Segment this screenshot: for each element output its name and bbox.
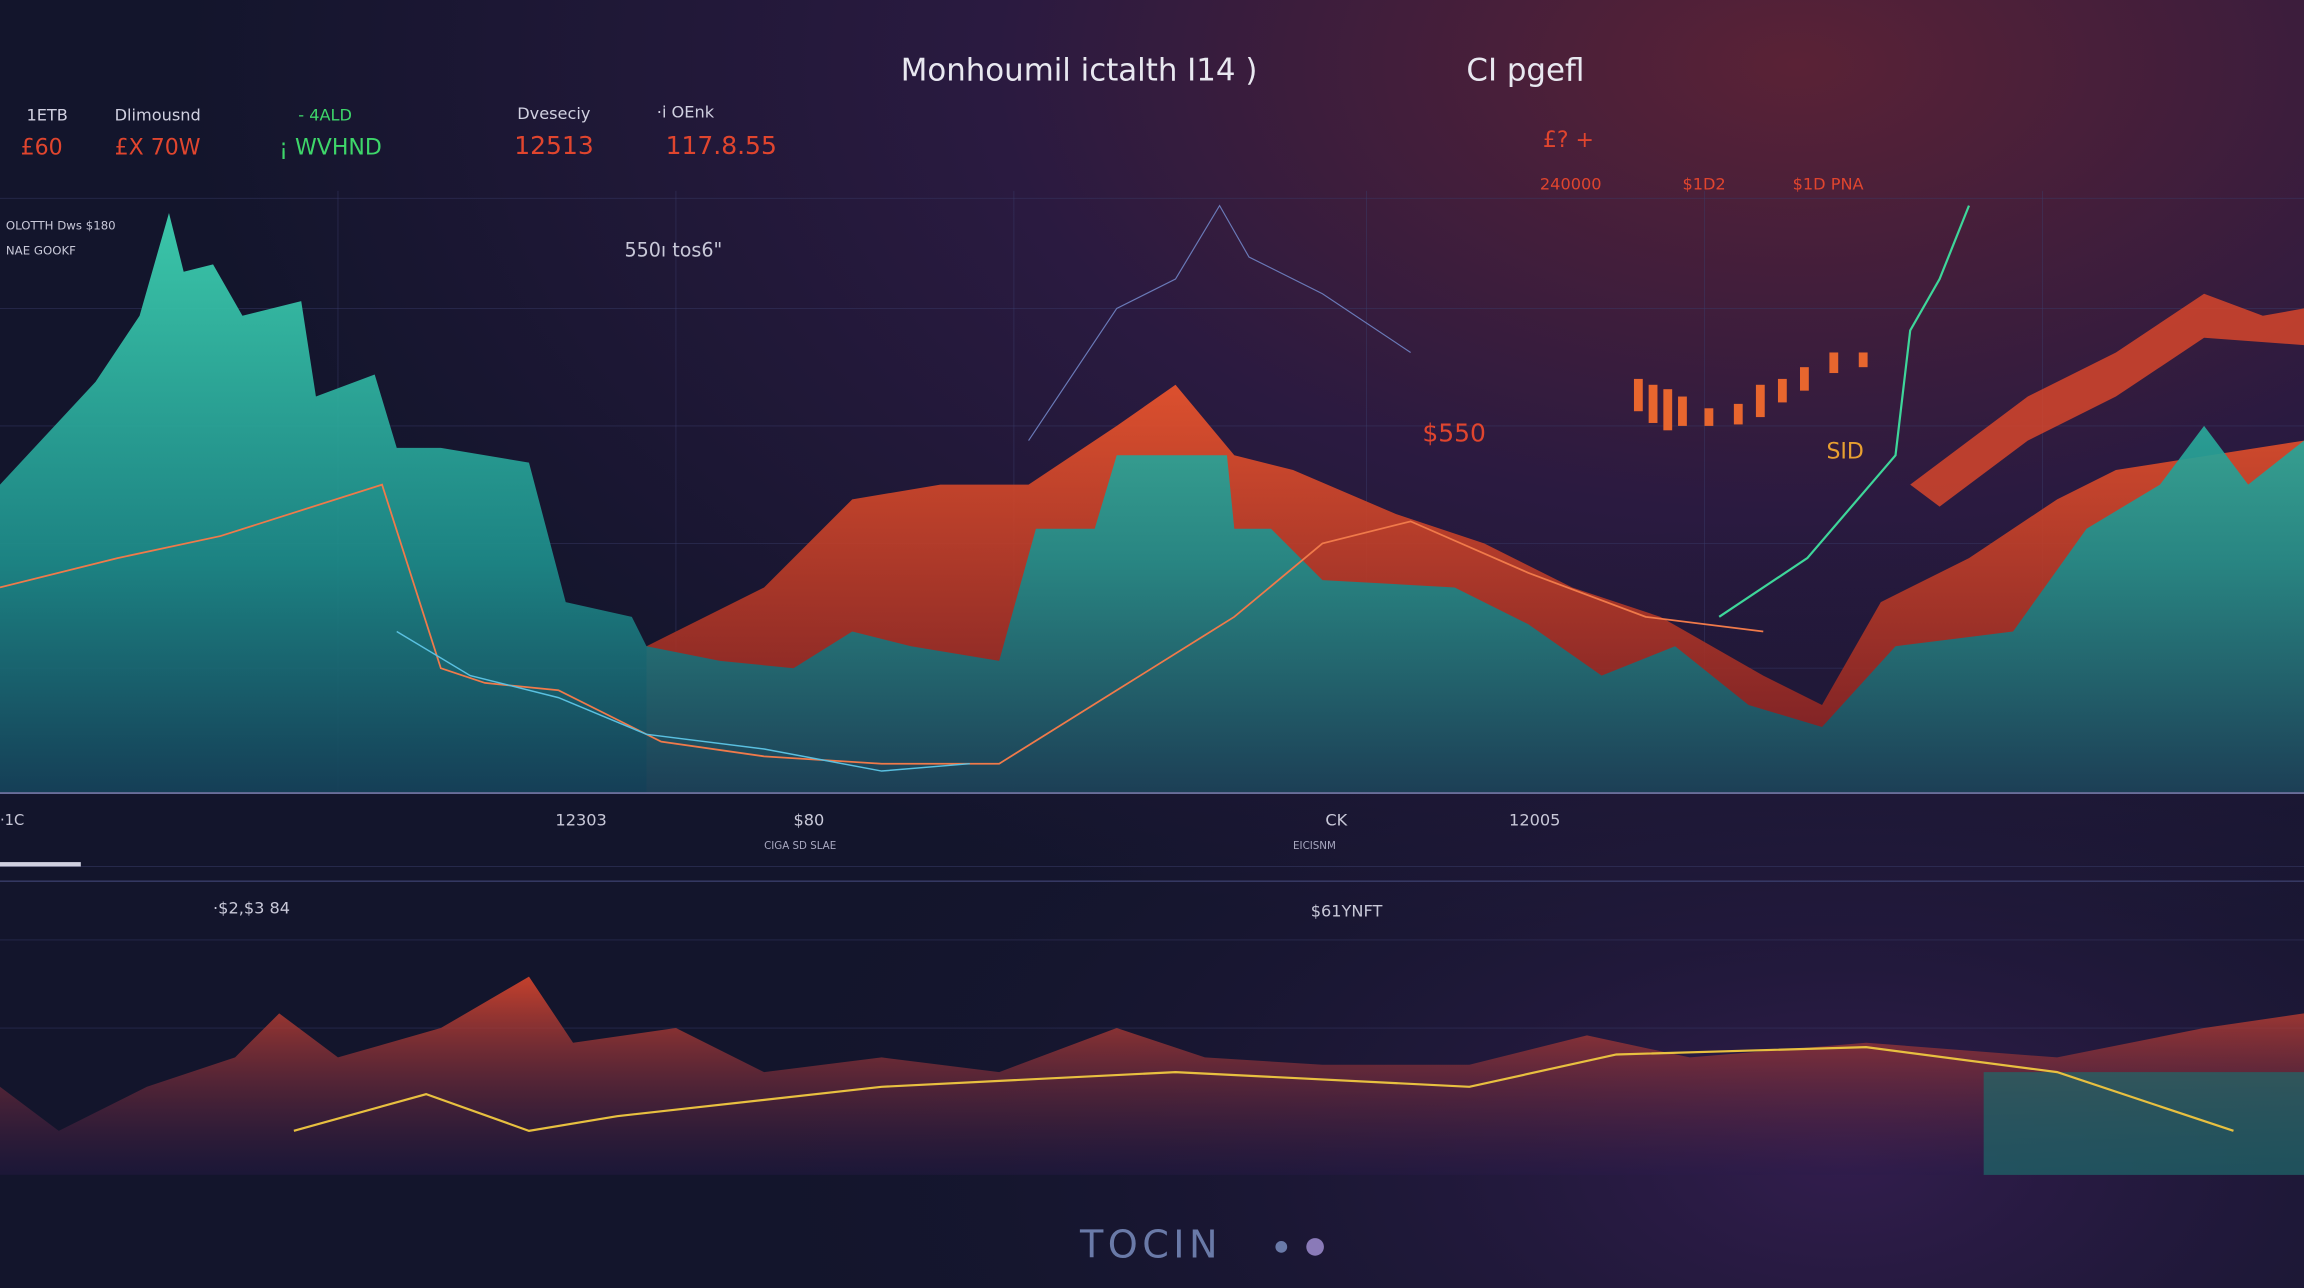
right-top: £? + [1543, 128, 1594, 153]
thin-line [1028, 204, 1411, 441]
ticker-label: - 4ALD [298, 106, 352, 125]
chart-note: 550ı tos6" [624, 239, 722, 262]
red-band [1910, 293, 2304, 507]
ticker-label: 1ETB [26, 106, 67, 125]
ticker-value: 117.8.55 [666, 131, 777, 160]
lower-label: $61YNFT [1311, 902, 1383, 921]
lower-teal [1983, 1072, 2304, 1175]
strip-label: 12005 [1509, 810, 1560, 829]
candles [1633, 352, 1868, 431]
ticker-value: £X 70W [115, 135, 201, 160]
footer-icon [1306, 1238, 1324, 1256]
progress-bar [0, 862, 81, 867]
subtitle: CI pgefl [1466, 52, 1584, 88]
side-note: NAE GOOKF [6, 244, 76, 258]
annotation: $550 [1422, 419, 1486, 448]
ticker-label: Dveseciy [517, 104, 591, 123]
strip-label: ·1C [0, 812, 24, 829]
right-figure: $1D PNA [1793, 175, 1864, 194]
lower-area [0, 976, 2304, 1175]
side-note: OLOTTH Dws $180 [6, 219, 116, 233]
ticker-value: £60 [21, 135, 63, 160]
blue-line [396, 630, 970, 772]
right-figure: $1D2 [1682, 175, 1725, 194]
strip-label: CK [1325, 810, 1347, 829]
ticker-label: ·i OEnk [657, 103, 715, 122]
title: Monhoumil ictalth I14 ) [901, 52, 1258, 88]
ticker-value: 12513 [514, 131, 593, 160]
strip-label: CIGA SD SLAE [764, 840, 836, 852]
strip-label: $80 [793, 810, 824, 829]
footer-dot [1275, 1241, 1288, 1253]
right-figure: 240000 [1540, 175, 1602, 194]
lower-label: ·$2,$3 84 [213, 899, 290, 918]
ticker-label: Dlimousnd [115, 106, 201, 125]
annotation: SID [1826, 439, 1863, 464]
teal-area [0, 212, 2304, 794]
footer-title: TOCIN [1079, 1223, 1222, 1267]
ticker-value: ¡ WVHND [279, 135, 382, 160]
green-line [1718, 205, 1971, 618]
strip-label: 12303 [555, 810, 606, 829]
strip-label: EICISNM [1293, 840, 1336, 852]
yellow-line [293, 1046, 2234, 1132]
